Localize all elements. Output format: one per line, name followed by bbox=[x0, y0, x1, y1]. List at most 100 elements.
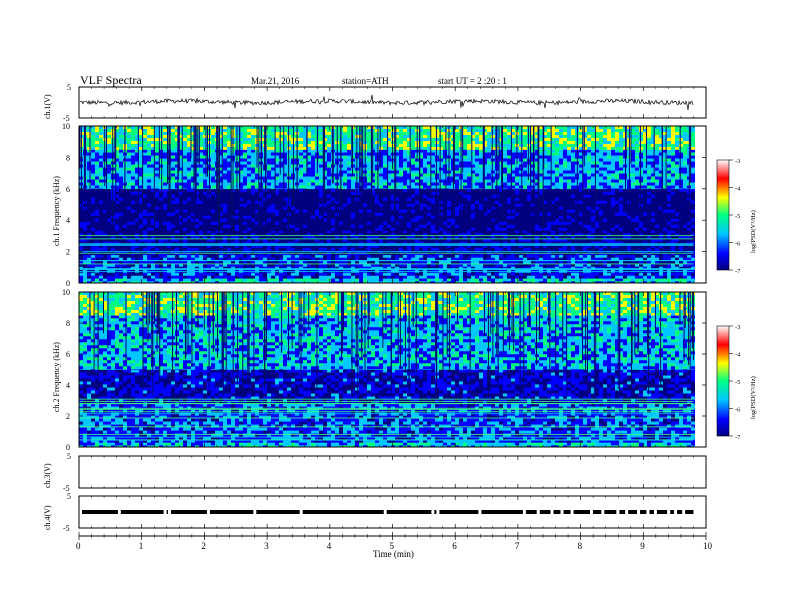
spectro-cell bbox=[455, 200, 459, 205]
spectro-cell bbox=[475, 257, 479, 262]
spectro-cell bbox=[403, 235, 407, 240]
spectro-cell bbox=[507, 194, 511, 199]
spectro-cell bbox=[119, 253, 123, 256]
spectro-cell bbox=[387, 227, 391, 232]
spectro-cell bbox=[503, 254, 507, 259]
spectro-cell bbox=[419, 260, 423, 265]
spectro-cell bbox=[611, 257, 615, 262]
spectro-cell bbox=[491, 224, 495, 229]
spectro-cell bbox=[663, 257, 667, 262]
spectro-cell bbox=[455, 257, 459, 262]
spectro-cell bbox=[463, 227, 467, 232]
spectro-cell bbox=[303, 200, 307, 205]
spectro-cell bbox=[151, 212, 155, 217]
spectro-cell bbox=[111, 263, 115, 268]
spectro-cell bbox=[99, 238, 103, 243]
spectro-cell bbox=[539, 209, 543, 214]
spectro-cell bbox=[87, 215, 91, 220]
spectro-cell bbox=[243, 221, 247, 226]
spectro-cell bbox=[319, 227, 323, 232]
spectro-cell bbox=[535, 188, 539, 193]
spectro-cell bbox=[311, 260, 315, 265]
spectro-cell bbox=[259, 224, 263, 229]
spectro-cell bbox=[307, 209, 311, 214]
spectro-cell bbox=[567, 212, 571, 217]
spectro-cell bbox=[691, 206, 695, 211]
spectro-cell bbox=[595, 250, 599, 255]
spectro-cell bbox=[371, 278, 375, 282]
spectro-cell bbox=[223, 254, 227, 259]
spectro-cell bbox=[399, 224, 403, 229]
spectro-cell bbox=[583, 203, 587, 208]
spectro-cell bbox=[663, 253, 667, 256]
spectro-cell bbox=[319, 212, 323, 217]
spectro-cell bbox=[111, 275, 115, 279]
spectro-cell bbox=[555, 215, 559, 220]
spectro-cell bbox=[555, 232, 559, 237]
spectro-cell bbox=[515, 272, 519, 277]
spectro-cell bbox=[211, 244, 215, 249]
spectro-cell bbox=[167, 244, 171, 249]
spectro-cell bbox=[251, 278, 255, 282]
spectro-cell bbox=[383, 224, 387, 229]
spectro-cell bbox=[499, 272, 503, 277]
spectro-cell bbox=[223, 247, 227, 252]
spectro-cell bbox=[483, 197, 487, 202]
spectro-cell bbox=[563, 221, 567, 226]
spectro-cell bbox=[151, 250, 155, 255]
spectro-cell bbox=[547, 263, 551, 268]
spectro-cell bbox=[667, 191, 671, 196]
spectro-cell bbox=[311, 215, 315, 220]
spectro-cell bbox=[523, 232, 527, 237]
spectro-cell bbox=[135, 247, 139, 252]
spectro-cell bbox=[683, 221, 687, 226]
spectro-cell bbox=[467, 254, 471, 259]
spectro-cell bbox=[267, 197, 271, 202]
spectro-cell bbox=[495, 250, 499, 255]
spectro-cell bbox=[351, 221, 355, 226]
spectro-cell bbox=[543, 197, 547, 202]
spectro-cell bbox=[651, 194, 655, 199]
spectro-cell bbox=[599, 200, 603, 205]
spectro-cell bbox=[203, 218, 207, 223]
spectro-cell bbox=[435, 281, 439, 283]
spectro-cell bbox=[183, 209, 187, 214]
spectro-cell bbox=[187, 203, 191, 208]
spectro-cell bbox=[527, 200, 531, 205]
spectro-cell bbox=[343, 194, 347, 199]
spectro-cell bbox=[619, 232, 623, 237]
spectro-cell bbox=[579, 272, 583, 277]
spectro-cell bbox=[107, 197, 111, 202]
spectro-cell bbox=[283, 197, 287, 202]
spectro-cell bbox=[151, 218, 155, 223]
spectro-cell bbox=[623, 197, 627, 202]
spectro-cell bbox=[679, 250, 683, 255]
spectro-cell bbox=[363, 257, 367, 262]
spectro-cell bbox=[303, 281, 307, 283]
spectro-cell bbox=[575, 272, 579, 277]
spectro-cell bbox=[343, 215, 347, 220]
spectro-cell bbox=[387, 278, 391, 282]
spectro-cell bbox=[363, 235, 367, 240]
spectro-cell bbox=[627, 218, 631, 223]
spectro-cell bbox=[491, 218, 495, 223]
spectro-cell bbox=[691, 281, 695, 283]
spectro-cell bbox=[311, 244, 315, 249]
spectro-cell bbox=[155, 254, 159, 259]
spectro-cell bbox=[267, 232, 271, 237]
spectro-cell bbox=[563, 247, 567, 252]
spectro-cell bbox=[155, 203, 159, 208]
spectro-cell bbox=[531, 221, 535, 226]
spectro-cell bbox=[615, 254, 619, 259]
spectro-cell bbox=[383, 200, 387, 205]
spectro-cell bbox=[199, 197, 203, 202]
spectro-cell bbox=[347, 206, 351, 211]
spectro-cell bbox=[595, 221, 599, 226]
spectro-cell bbox=[427, 224, 431, 229]
spectro-cell bbox=[567, 244, 571, 249]
spectro-cell bbox=[235, 235, 239, 240]
spectro-cell bbox=[647, 254, 651, 259]
spectro-cell bbox=[471, 272, 475, 277]
spectro-cell bbox=[79, 227, 83, 232]
spectro-cell bbox=[347, 232, 351, 237]
